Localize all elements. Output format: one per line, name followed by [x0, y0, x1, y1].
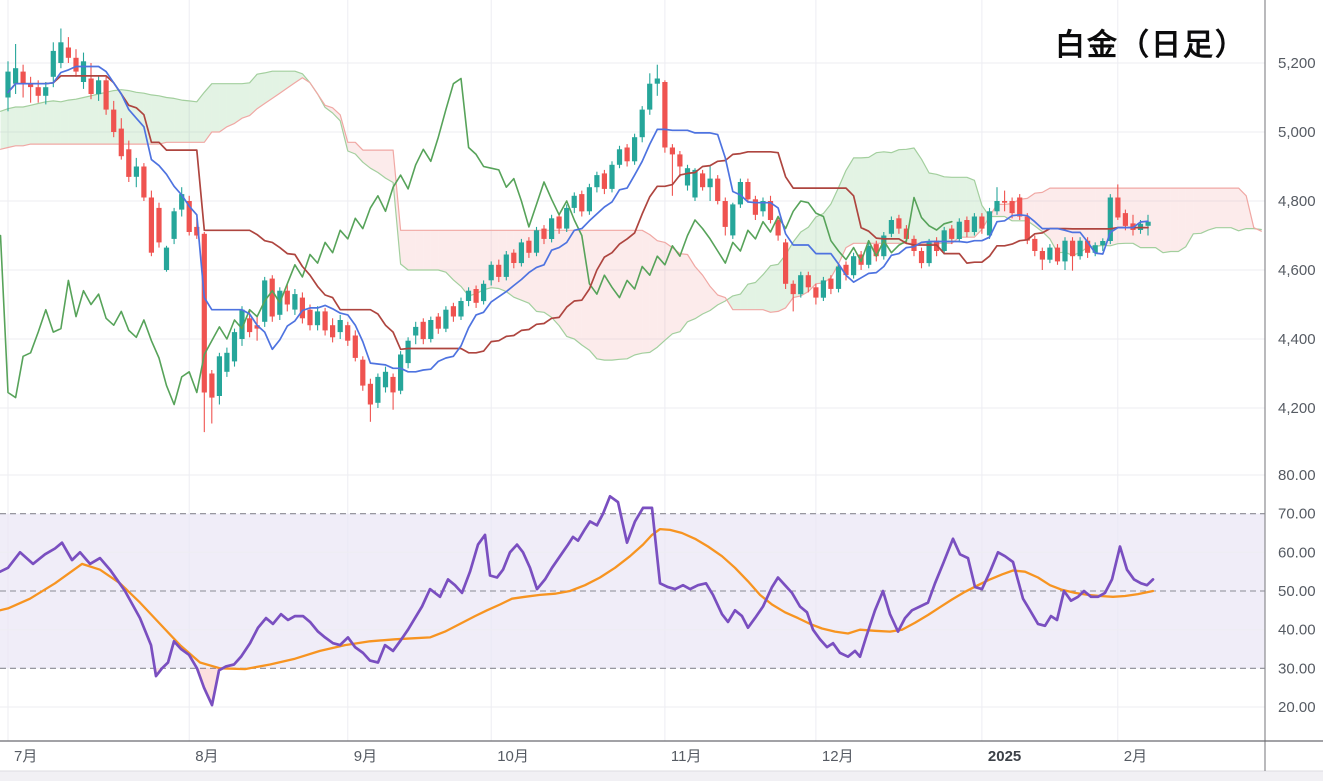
price-axis-label: 4,400	[1278, 331, 1316, 348]
kijun-line	[7, 75, 1149, 354]
month-label: 11月	[671, 748, 702, 765]
senkou-a-line	[0, 70, 1262, 361]
price-axis-label: 4,600	[1278, 262, 1316, 279]
price-gridlines	[0, 62, 1265, 409]
rsi-axis-label: 70.00	[1278, 506, 1316, 523]
rsi-axis-label: 60.00	[1278, 544, 1316, 561]
tenkan-line	[7, 65, 1149, 373]
footer-strip[interactable]	[0, 771, 1323, 781]
price-axis-label: 5,200	[1278, 55, 1316, 72]
price-axis-label: 4,200	[1278, 400, 1316, 417]
rsi-axis-label: 50.00	[1278, 583, 1316, 600]
month-label: 9月	[354, 748, 377, 765]
rsi-gridlines	[0, 474, 1265, 708]
month-label: 2025	[988, 748, 1021, 765]
month-label: 2月	[1124, 748, 1147, 765]
month-label: 8月	[195, 748, 218, 765]
price-axis-label: 5,000	[1278, 124, 1316, 141]
rsi-signal-line	[0, 527, 1155, 671]
rsi-axis-label: 30.00	[1278, 660, 1316, 677]
chikou-line	[0, 77, 953, 406]
rsi-line	[0, 494, 1155, 707]
chart-title: 白金（日足）	[1055, 29, 1247, 62]
rsi-axis-label: 80.00	[1278, 467, 1316, 484]
rsi-axis-label: 20.00	[1278, 699, 1316, 716]
senkou-b-line	[0, 77, 1262, 313]
rsi-dashed-levels	[0, 513, 1265, 669]
rsi-axis-label: 40.00	[1278, 622, 1316, 639]
month-label: 12月	[822, 748, 854, 765]
price-axis[interactable]: 5,200 5,000 4,800 4,600 4,400 4,200 80.00 70.00…	[1278, 55, 1316, 716]
month-label: 10月	[497, 748, 529, 765]
price-axis-label: 4,800	[1278, 193, 1316, 210]
time-axis[interactable]: 7月 8月 9月 10月 11月 12月 2025 2月	[14, 748, 1147, 765]
month-label: 7月	[14, 748, 37, 765]
